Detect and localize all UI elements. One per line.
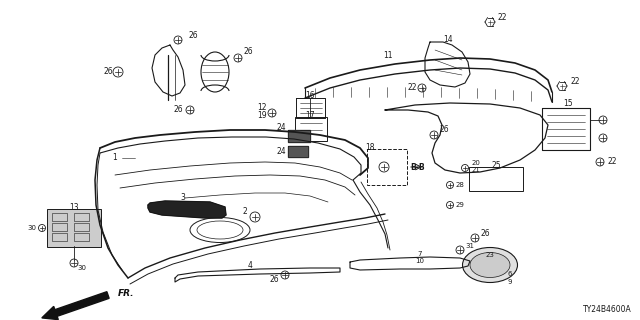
FancyBboxPatch shape [47, 209, 101, 247]
Text: 22: 22 [497, 13, 507, 22]
Text: 4: 4 [248, 260, 252, 269]
Text: 31: 31 [465, 243, 474, 249]
Text: 15: 15 [563, 100, 573, 108]
Text: 16: 16 [305, 91, 315, 100]
Text: 17: 17 [305, 110, 315, 119]
Text: 3: 3 [180, 194, 186, 203]
Polygon shape [148, 201, 226, 218]
Text: 2: 2 [243, 207, 248, 217]
Text: 25: 25 [491, 161, 501, 170]
Text: 21: 21 [472, 167, 481, 173]
Text: 24: 24 [276, 124, 286, 132]
Text: 28: 28 [456, 182, 465, 188]
FancyArrow shape [42, 292, 109, 320]
Text: 10: 10 [415, 258, 424, 264]
Text: 29: 29 [456, 202, 465, 208]
Text: 22: 22 [570, 77, 580, 86]
Ellipse shape [470, 252, 510, 277]
Text: 7: 7 [418, 251, 422, 257]
Text: 14: 14 [443, 36, 453, 44]
Text: 26: 26 [243, 47, 253, 57]
Polygon shape [288, 146, 308, 157]
Text: 11: 11 [383, 51, 393, 60]
Text: 26: 26 [103, 68, 113, 76]
Text: 13: 13 [69, 203, 79, 212]
Text: 26: 26 [439, 125, 449, 134]
Text: TY24B4600A: TY24B4600A [583, 305, 632, 314]
Text: B-B: B-B [410, 163, 424, 172]
Text: 26: 26 [173, 106, 183, 115]
Text: 24: 24 [276, 148, 286, 156]
Text: 23: 23 [486, 252, 495, 258]
Polygon shape [288, 130, 310, 142]
Text: 30: 30 [77, 265, 86, 271]
Text: 22: 22 [407, 84, 417, 92]
Text: 19: 19 [257, 110, 267, 119]
Ellipse shape [463, 247, 518, 283]
Text: 18: 18 [365, 143, 375, 153]
Text: 26: 26 [269, 276, 279, 284]
Text: 20: 20 [472, 160, 481, 166]
Text: 26: 26 [480, 229, 490, 238]
Text: 6: 6 [508, 271, 512, 277]
Text: 9: 9 [508, 279, 512, 285]
Text: 30: 30 [28, 225, 36, 231]
Text: 26: 26 [188, 30, 198, 39]
Text: 1: 1 [113, 154, 117, 163]
Text: 22: 22 [607, 157, 617, 166]
Text: FR.: FR. [118, 290, 134, 299]
Text: 12: 12 [257, 102, 267, 111]
